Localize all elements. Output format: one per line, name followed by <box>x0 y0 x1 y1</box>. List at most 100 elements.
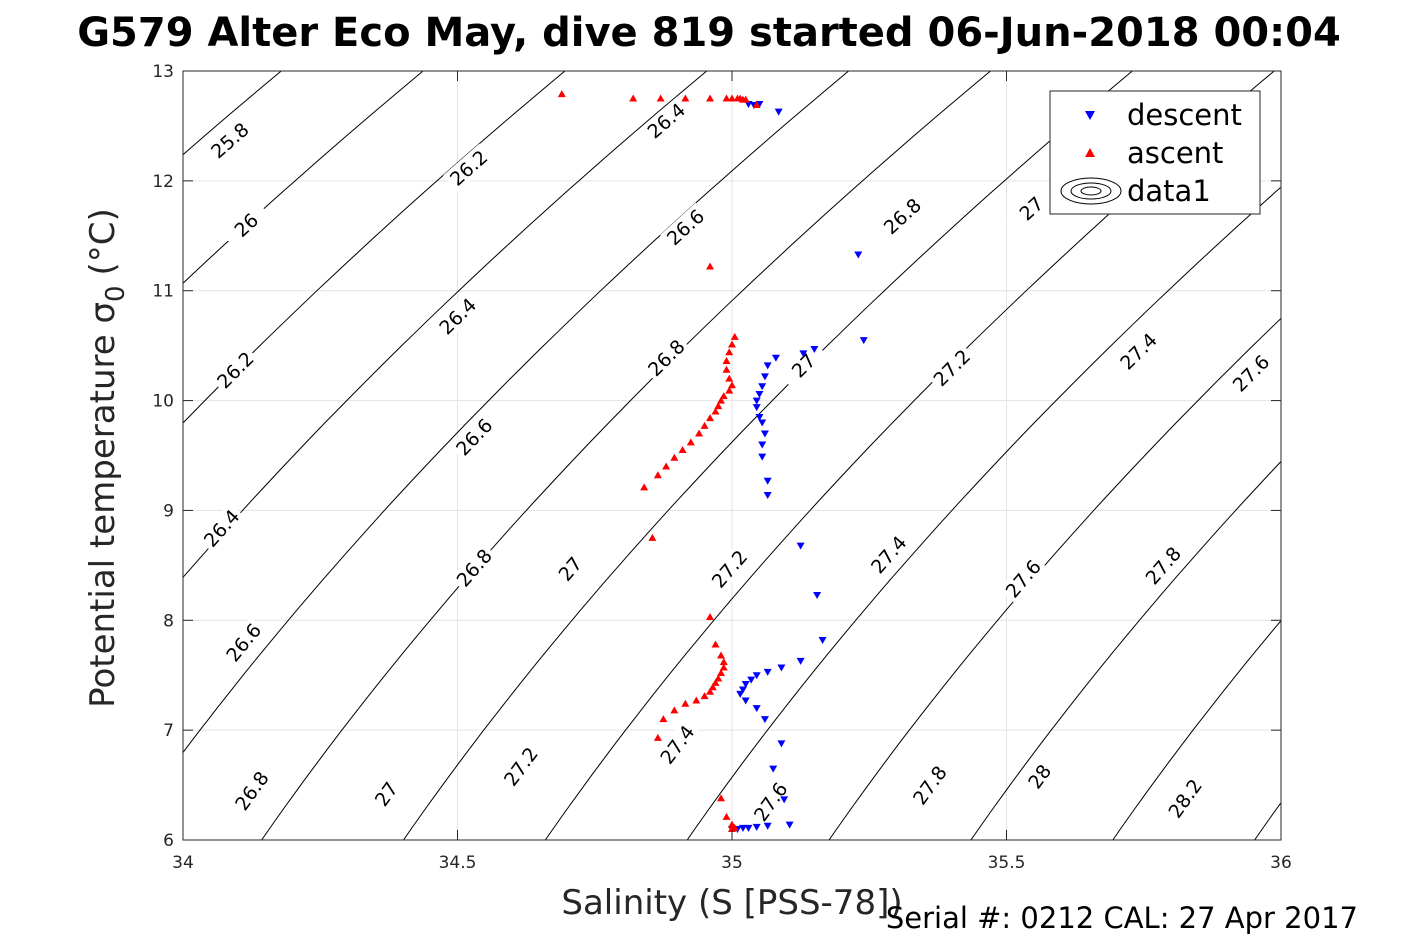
descent-point <box>763 822 772 830</box>
descent-point <box>752 823 761 831</box>
descent-point <box>763 492 772 500</box>
contour-label-bg <box>1113 326 1164 376</box>
descent-point <box>785 821 794 829</box>
y-tick-label: 11 <box>152 282 174 302</box>
descent-point <box>777 664 786 672</box>
y-axis-label: Potential temperature σ0 (°C) <box>83 208 131 708</box>
contour-label-bg <box>432 291 483 341</box>
descent-point <box>755 414 764 422</box>
ascent-point <box>717 794 726 802</box>
descent-point <box>763 668 772 676</box>
serial-cal-footer: Serial #: 0212 CAL: 27 Apr 2017 <box>886 901 1358 935</box>
ascent-point <box>722 357 731 365</box>
contour-label-bg <box>219 616 268 668</box>
descent-point <box>769 765 778 773</box>
contour-label-bg <box>497 740 544 793</box>
x-tick-label: 34.5 <box>439 853 477 873</box>
contour-label-bg <box>449 411 499 462</box>
y-axis-label-unit: (°C) <box>83 208 123 275</box>
ascent-point <box>640 483 649 491</box>
y-tick-label: 9 <box>163 501 174 521</box>
legend: descent ascent data1 <box>1049 90 1261 215</box>
descent-point <box>738 686 747 694</box>
ascent-point <box>706 687 715 695</box>
ascent-point <box>670 706 679 714</box>
contour-label-bg <box>1016 750 1063 803</box>
ascent-point <box>725 386 734 394</box>
ascent-point <box>681 699 690 707</box>
descent-point <box>854 251 863 259</box>
descent-point <box>813 592 822 600</box>
contour-line <box>183 71 708 579</box>
ascent-point <box>725 348 734 356</box>
contour-label-bg <box>449 542 499 593</box>
descent-point <box>747 676 756 684</box>
descent-point <box>752 397 761 405</box>
descent-point <box>810 345 819 353</box>
ascent-point <box>728 340 736 348</box>
y-tick-label: 6 <box>163 831 174 851</box>
ascent-point <box>557 90 566 98</box>
ascent-point <box>714 402 723 410</box>
contour-label-bg <box>705 543 754 595</box>
descent-point <box>741 697 750 705</box>
contour-label-bg <box>906 759 953 811</box>
descent-point <box>780 796 789 804</box>
contour-label-bg <box>197 502 246 554</box>
ascent-point <box>728 825 736 833</box>
ascent-point <box>714 674 723 682</box>
descent-point <box>736 690 745 698</box>
contour-label-bg <box>1226 348 1276 398</box>
descent-point <box>760 430 769 438</box>
contour-label-bg <box>778 340 829 391</box>
descent-point <box>755 390 764 398</box>
descent-point <box>859 337 868 345</box>
contour-label-bg <box>443 143 494 192</box>
descent-point <box>763 362 772 370</box>
ascent-point <box>722 365 731 373</box>
contour-label-bg <box>747 775 794 828</box>
y-axis-label-main: Potential temperature σ <box>83 302 123 708</box>
grid-lines <box>182 70 1282 841</box>
descent-point <box>758 453 767 461</box>
contour-line <box>260 71 992 840</box>
ascent-point <box>719 658 728 666</box>
contour-label-bg <box>1006 184 1057 233</box>
contour-label-bg <box>204 116 256 165</box>
ascent-point <box>706 612 715 620</box>
axis-ticks: 34 34.5 35 35.5 36 6 7 8 9 10 11 12 13 <box>152 62 1291 873</box>
ascent-point <box>717 396 726 404</box>
ascent-point <box>695 429 704 437</box>
y-axis-label-subscript: 0 <box>101 285 131 302</box>
descent-point <box>796 542 805 550</box>
ascent-point <box>752 101 761 109</box>
descent-point <box>752 705 761 713</box>
x-tick-label: 34 <box>172 853 194 873</box>
ascent-point <box>728 94 736 102</box>
contour-label-bg <box>653 718 701 771</box>
contour-label-bg <box>926 342 977 393</box>
legend-ascent-marker <box>1085 148 1095 157</box>
contour-label-bg <box>640 96 692 145</box>
legend-contour-icon <box>1060 177 1122 205</box>
y-tick-label: 10 <box>152 392 174 412</box>
ascent-point <box>728 381 736 389</box>
ascent-point <box>708 683 717 691</box>
contour-label-bg <box>660 202 711 252</box>
descent-point <box>744 824 753 832</box>
contour-label-bg <box>864 529 913 580</box>
ascent-point <box>711 407 720 415</box>
descent-point <box>760 373 769 381</box>
descent-point <box>777 740 786 748</box>
contour-label-bg <box>877 191 928 241</box>
ascent-point <box>719 663 728 671</box>
ascent-point <box>662 462 671 470</box>
ascent-point <box>678 446 687 454</box>
contour-label-bg <box>228 764 275 817</box>
descent-point <box>818 637 827 645</box>
y-tick-label: 13 <box>152 62 174 82</box>
descent-point <box>760 716 769 724</box>
ascent-point <box>629 94 638 102</box>
descent-point <box>758 441 767 449</box>
contour-label-bg <box>641 332 691 383</box>
